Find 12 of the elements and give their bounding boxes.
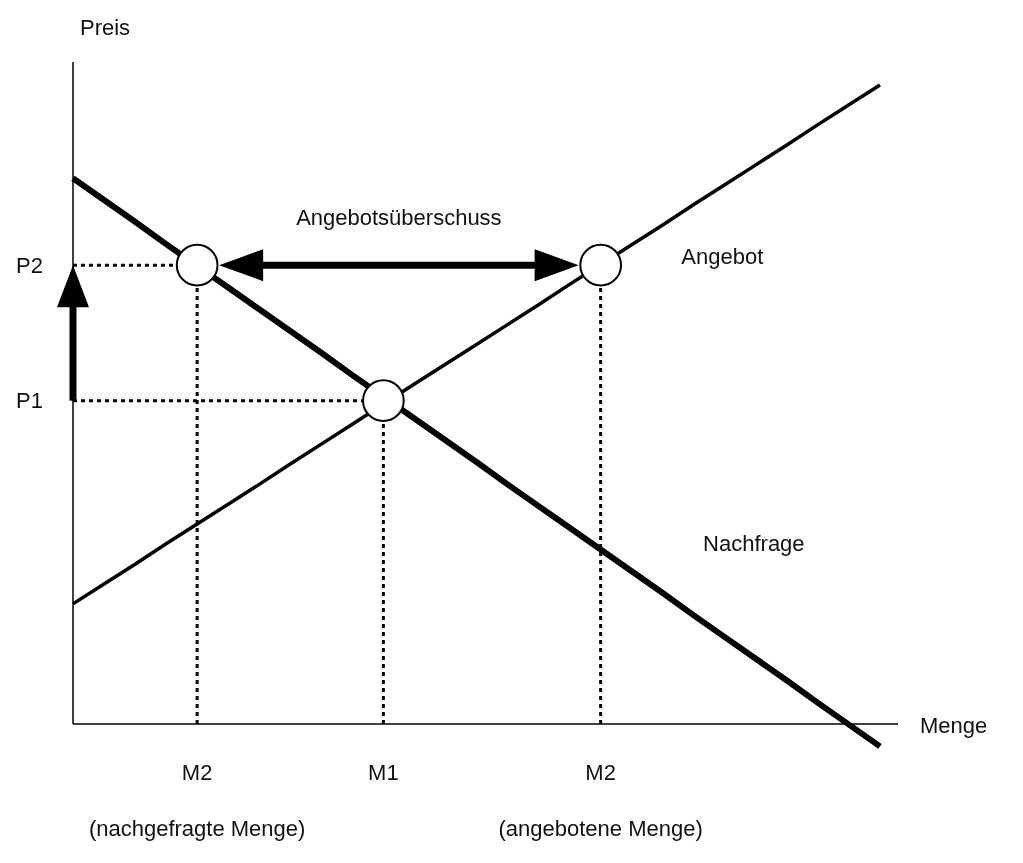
annotation: Angebotsüberschuss (296, 205, 502, 231)
series-label: Angebot (681, 243, 764, 269)
text: (nachgefragte Menge) (88, 816, 306, 841)
x-tick-label: M2 (181, 760, 213, 785)
x-tick-label: M1 (368, 760, 399, 785)
x-tick-label: M2 (585, 760, 616, 785)
text: Nachfrage (703, 531, 805, 557)
x-axis-title: Menge (920, 713, 988, 738)
y-axis-title: Preis (80, 15, 131, 40)
ref-line-label: P2 (16, 252, 43, 278)
text: (angebotene Menge) (498, 816, 703, 841)
ref-line-label: P1 (16, 388, 43, 414)
